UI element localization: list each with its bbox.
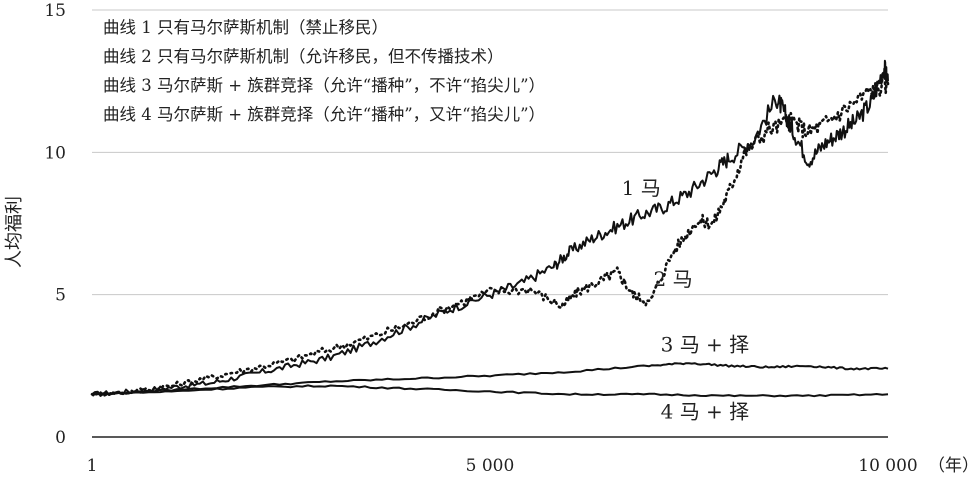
series-label-1: 1 马 (622, 176, 661, 200)
x-axis-unit: （年） (928, 456, 973, 476)
series-line-1 (91, 59, 889, 397)
series-label-3: 3 马 + 择 (661, 333, 750, 357)
series-lines (90, 59, 890, 398)
legend-entry-3: 曲线 3 马尔萨斯 + 族群竞择（允许“播种”，不许“掐尖儿”） (103, 76, 545, 95)
legend-entry-1: 曲线 1 只有马尔萨斯机制（禁止移民） (103, 18, 388, 37)
y-tick-label: 15 (44, 1, 66, 21)
series-label-2: 2 马 (654, 267, 693, 291)
series-label-4: 4 马 + 择 (661, 399, 750, 423)
series-line-2 (90, 75, 890, 398)
gridlines (92, 9, 888, 296)
y-axis-label: 人均福利 (4, 196, 25, 268)
x-tick-label: 10 000 (858, 456, 917, 476)
y-tick-label: 5 (55, 286, 66, 306)
series-labels: 1 马 2 马 3 马 + 择 4 马 + 择 (622, 176, 750, 423)
axes: 0 5 10 15 1 5 000 10 000 （年） (44, 1, 973, 476)
legend-entry-4: 曲线 4 马尔萨斯 + 族群竞择（允许“播种”，又许“掐尖儿”） (103, 105, 545, 124)
y-tick-label: 0 (55, 428, 66, 448)
series-line-4 (91, 384, 889, 398)
y-tick-label: 10 (44, 143, 66, 163)
x-tick-label: 1 (87, 456, 98, 476)
legend-entry-2: 曲线 2 只有马尔萨斯机制（允许移民，但不传播技术） (103, 47, 504, 66)
legend: 曲线 1 只有马尔萨斯机制（禁止移民） 曲线 2 只有马尔萨斯机制（允许移民，但不… (103, 18, 545, 124)
x-tick-label: 5 000 (466, 456, 515, 476)
series-line-3 (91, 362, 889, 396)
